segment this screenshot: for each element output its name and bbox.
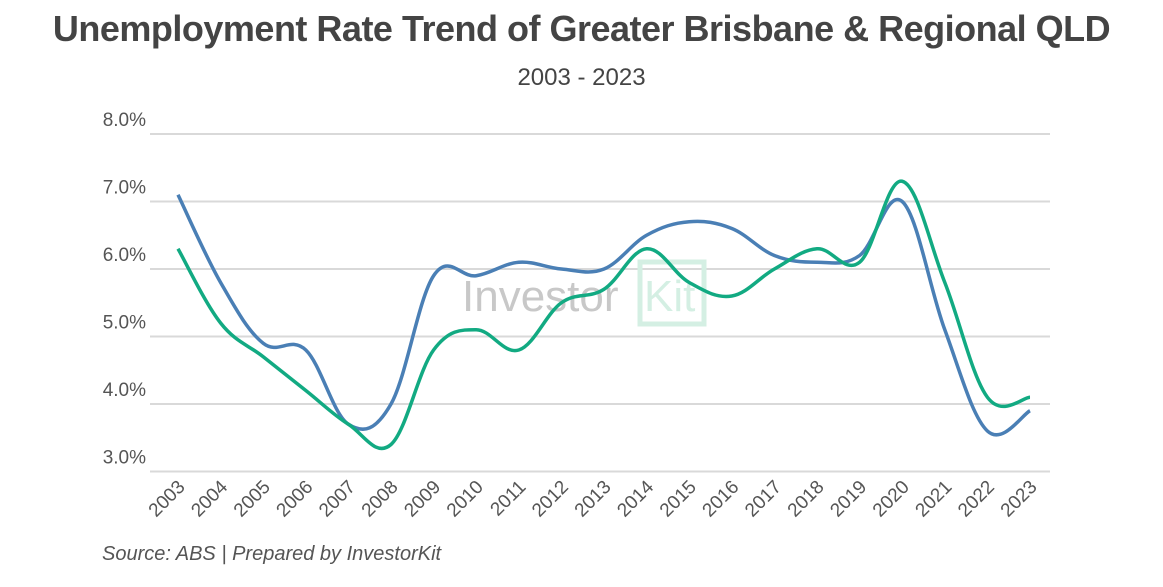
x-tick-label: 2004 (187, 476, 232, 521)
x-tick-label: 2006 (273, 477, 318, 522)
y-tick-label: 4.0% (103, 380, 146, 401)
y-tick-label: 8.0% (103, 110, 146, 131)
investorkit-watermark: Investor Kit (462, 259, 707, 327)
x-tick-label: 2009 (400, 477, 445, 522)
x-tick-label: 2011 (487, 477, 531, 521)
x-tick-label: 2018 (784, 477, 829, 522)
y-tick-label: 3.0% (103, 448, 146, 469)
x-tick-label: 2017 (741, 477, 786, 522)
x-tick-label: 2013 (571, 477, 616, 522)
svg-text:Investor: Investor (462, 272, 619, 321)
x-tick-label: 2021 (912, 477, 957, 522)
x-tick-label: 2019 (826, 477, 871, 522)
chart-title: Unemployment Rate Trend of Greater Brisb… (52, 8, 1111, 49)
x-tick-label: 2010 (443, 477, 488, 522)
x-tick-label: 2014 (613, 476, 658, 521)
source-note: Source: ABS | Prepared by InvestorKit (102, 543, 442, 565)
svg-text:Kit: Kit (644, 272, 695, 321)
x-tick-label: 2023 (997, 477, 1042, 522)
x-tick-label: 2022 (954, 477, 999, 522)
y-tick-label: 6.0% (103, 245, 146, 266)
chart-subtitle: 2003 - 2023 (517, 64, 646, 91)
y-tick-label: 5.0% (103, 313, 146, 334)
x-tick-label: 2003 (145, 477, 190, 522)
x-tick-label: 2008 (358, 477, 403, 522)
x-tick-label: 2007 (315, 477, 360, 522)
x-tick-label: 2016 (699, 477, 744, 522)
x-tick-label: 2012 (528, 477, 573, 522)
x-tick-label: 2020 (869, 477, 914, 522)
x-tick-label: 2015 (656, 477, 701, 522)
y-tick-label: 7.0% (103, 178, 146, 199)
x-tick-label: 2005 (230, 477, 275, 522)
